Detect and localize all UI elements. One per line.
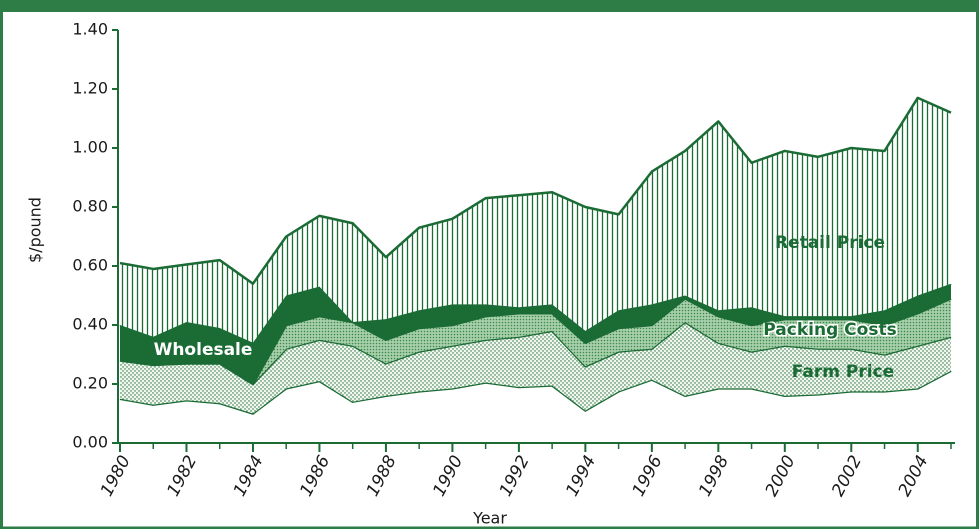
series-label: Retail Price xyxy=(775,233,885,253)
y-tick-label: 0.00 xyxy=(72,433,108,452)
x-tick-label: 1982 xyxy=(163,452,201,500)
area xyxy=(120,298,951,384)
series-label: Wholesale xyxy=(154,340,253,360)
x-tick-label: 1998 xyxy=(695,452,733,500)
series-label: Farm Price xyxy=(792,362,894,382)
area xyxy=(120,97,951,343)
plot-area: Farm Price Packing Costs Wholesale Retail P… xyxy=(119,96,952,443)
x-axis-label: Year xyxy=(472,509,507,528)
y-tick-label: 0.40 xyxy=(72,315,108,334)
x-tick-label: 1984 xyxy=(230,452,268,500)
x-tick-label: 1990 xyxy=(429,452,467,500)
x-tick-label: 1996 xyxy=(629,452,667,500)
y-axis-label: $/pound xyxy=(26,197,45,263)
area xyxy=(120,322,951,414)
y-tick-label: 0.80 xyxy=(72,197,108,216)
y-tick-label: 0.60 xyxy=(72,256,108,275)
x-tick-label: 1986 xyxy=(296,452,334,500)
x-tick-label: 1988 xyxy=(363,452,401,500)
y-tick-label: 0.20 xyxy=(72,374,108,393)
top-band xyxy=(0,0,979,12)
x-tick-label: 2000 xyxy=(762,452,800,500)
x-tick-label: 1980 xyxy=(97,452,135,500)
y-tick-label: 1.00 xyxy=(72,138,108,157)
y-tick-label: 1.20 xyxy=(72,79,108,98)
y-tick-label: 1.40 xyxy=(72,20,108,39)
x-tick-label: 2002 xyxy=(828,452,866,500)
x-tick-label: 1992 xyxy=(496,452,534,500)
x-tick-label: 1994 xyxy=(562,452,600,500)
x-tick-label: 2004 xyxy=(895,452,933,500)
series-line xyxy=(119,96,952,285)
series-label: Packing Costs xyxy=(763,320,896,340)
